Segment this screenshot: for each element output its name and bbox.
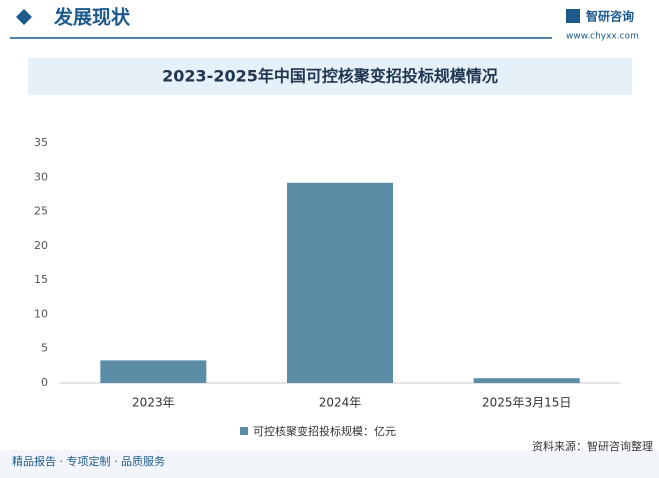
y-tick-label: 30	[34, 170, 48, 183]
x-tick-label: 2025年3月15日	[482, 396, 571, 410]
title-band	[28, 58, 632, 95]
source: 资料来源：智研咨询整理	[532, 439, 653, 453]
site: www.chyxx.com	[566, 32, 639, 42]
bar	[473, 378, 580, 383]
y-tick-label: 0	[41, 376, 48, 389]
y-tick-label: 15	[34, 273, 48, 286]
legend-label: 可控核聚变招投标规模：亿元	[253, 424, 396, 438]
y-tick-label: 20	[34, 239, 48, 252]
bar	[100, 360, 207, 383]
chart-title: 2023-2025年中国可控核聚变招投标规模情况	[162, 67, 498, 86]
brand-logo	[566, 9, 580, 23]
y-tick-label: 10	[34, 307, 48, 320]
header-icon	[16, 9, 32, 25]
y-tick-label: 5	[41, 342, 48, 355]
footer-left: 精品报告 · 专项定制 · 品质服务	[12, 454, 165, 468]
brand: 智研咨询	[585, 9, 634, 24]
x-tick-label: 2023年	[132, 396, 175, 410]
section-title: 发展现状	[53, 6, 131, 29]
bar	[287, 182, 393, 383]
y-tick-label: 25	[34, 205, 48, 218]
footer-band	[0, 450, 659, 478]
legend-swatch	[240, 427, 248, 435]
x-tick-label: 2024年	[319, 396, 362, 410]
y-tick-label: 35	[34, 136, 48, 149]
